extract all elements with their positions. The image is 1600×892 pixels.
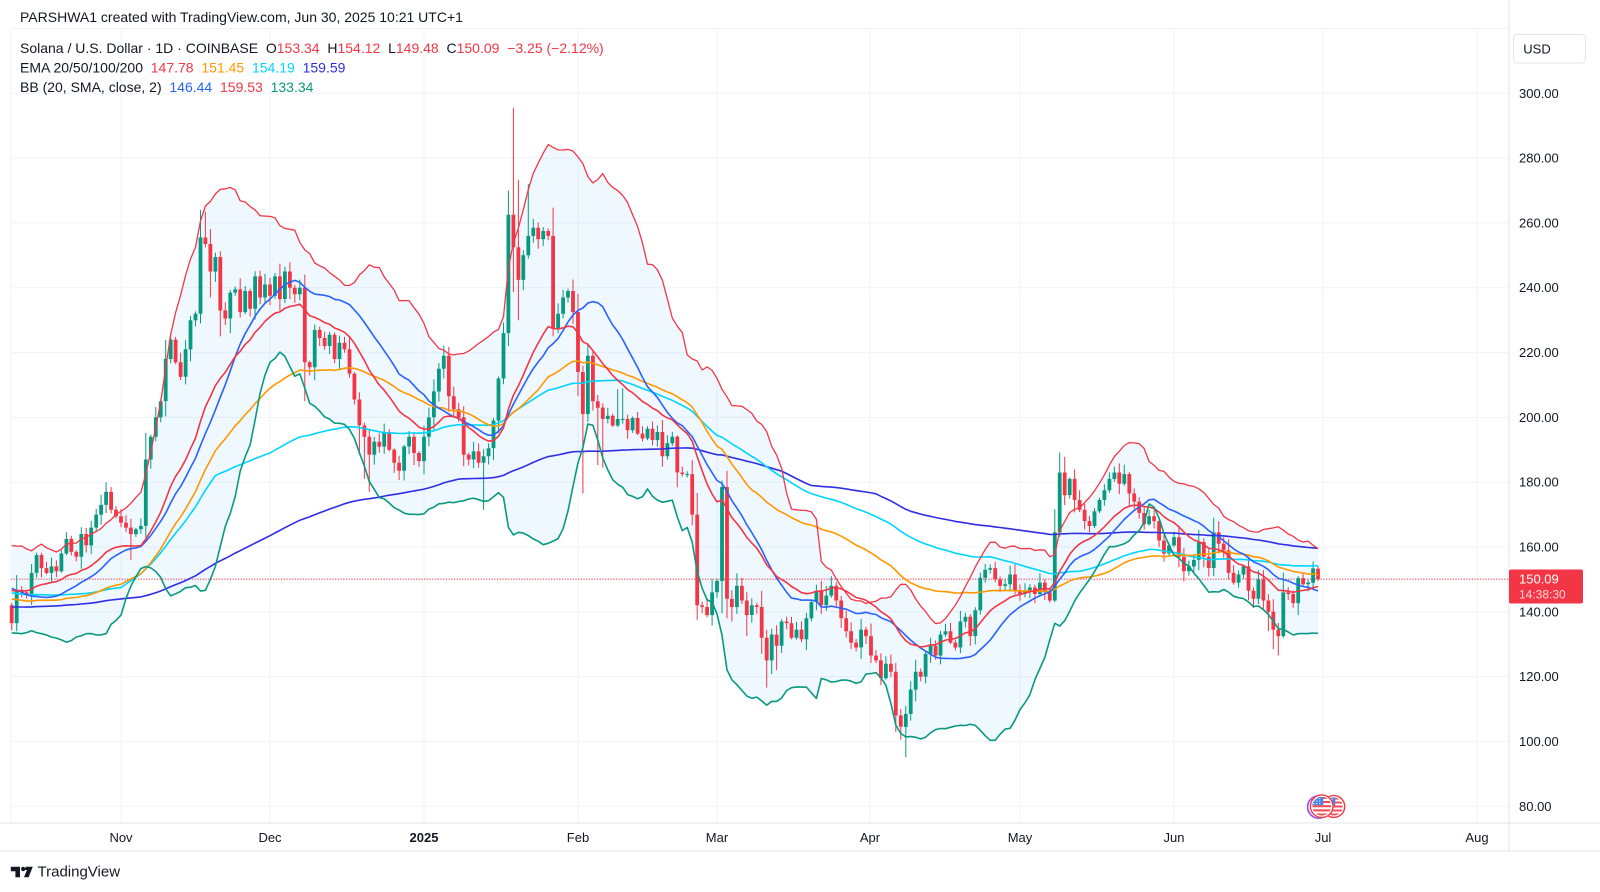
svg-text:TradingView: TradingView xyxy=(38,864,121,881)
svg-text:260.00: 260.00 xyxy=(1519,215,1559,230)
svg-text:May: May xyxy=(1008,830,1033,845)
svg-text:Feb: Feb xyxy=(567,830,589,845)
svg-text:Jul: Jul xyxy=(1315,830,1332,845)
svg-text:80.00: 80.00 xyxy=(1519,799,1552,814)
svg-text:Dec: Dec xyxy=(258,830,282,845)
svg-text:140.00: 140.00 xyxy=(1519,604,1559,619)
svg-text:100.00: 100.00 xyxy=(1519,734,1559,749)
svg-text:14:38:30: 14:38:30 xyxy=(1519,588,1566,602)
svg-text:280.00: 280.00 xyxy=(1519,151,1559,166)
svg-text:Apr: Apr xyxy=(860,830,881,845)
svg-text:BB (20, SMA, close, 2) 146.44: BB (20, SMA, close, 2) 146.44 159.53 133… xyxy=(20,79,314,95)
svg-text:Mar: Mar xyxy=(706,830,729,845)
svg-text:2025: 2025 xyxy=(410,830,439,845)
svg-text:180.00: 180.00 xyxy=(1519,475,1559,490)
svg-text:220.00: 220.00 xyxy=(1519,345,1559,360)
svg-text:300.00: 300.00 xyxy=(1519,86,1559,101)
svg-text:200.00: 200.00 xyxy=(1519,410,1559,425)
svg-text:EMA 20/50/100/200 147.78 151: EMA 20/50/100/200 147.78 151.45 154.19 1… xyxy=(20,60,346,76)
svg-text:240.00: 240.00 xyxy=(1519,280,1559,295)
svg-text:PARSHWA1 created with TradingV: PARSHWA1 created with TradingView.com, J… xyxy=(20,9,463,25)
svg-text:150.09: 150.09 xyxy=(1519,572,1559,587)
svg-text:Aug: Aug xyxy=(1465,830,1488,845)
svg-text:Jun: Jun xyxy=(1164,830,1185,845)
svg-text:Solana / U.S. Dollar · 1D · CO: Solana / U.S. Dollar · 1D · COINBASE O15… xyxy=(20,40,604,56)
svg-text:USD: USD xyxy=(1523,42,1550,57)
svg-text:120.00: 120.00 xyxy=(1519,669,1559,684)
svg-text:160.00: 160.00 xyxy=(1519,540,1559,555)
svg-text:Nov: Nov xyxy=(109,830,133,845)
